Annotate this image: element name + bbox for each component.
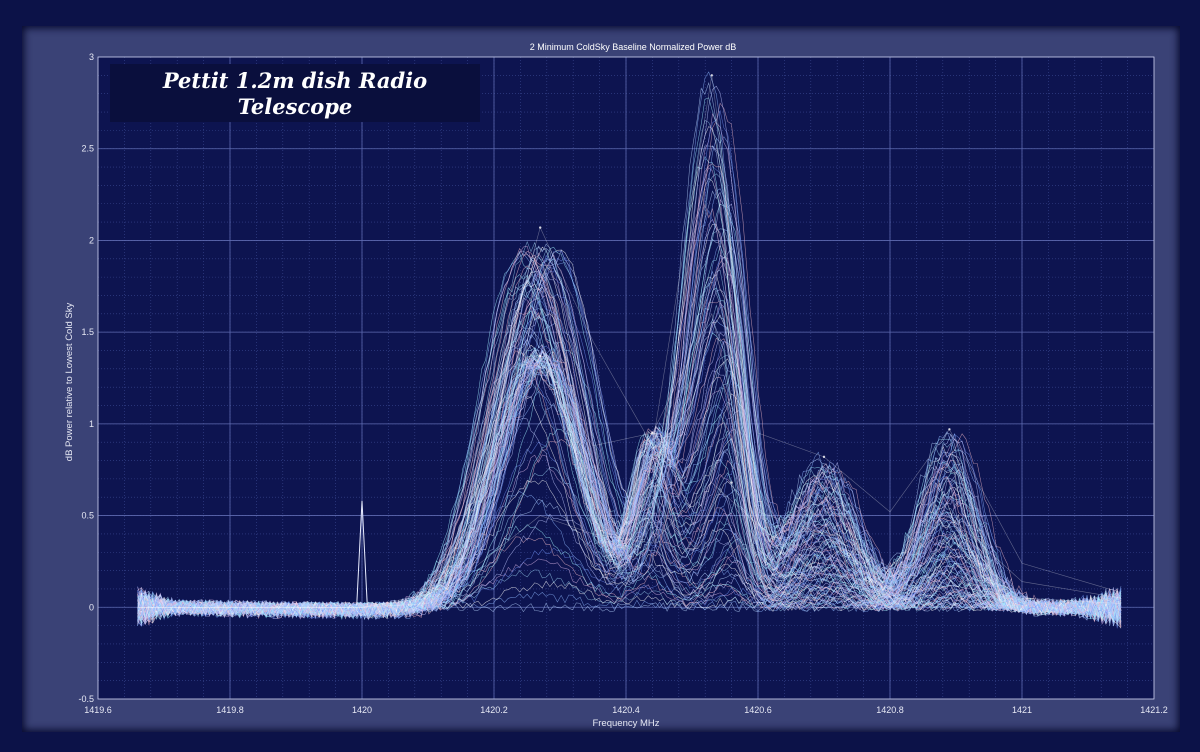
chart-title: 2 Minimum ColdSky Baseline Normalized Po… — [530, 42, 737, 52]
spectrum-trace — [137, 85, 1122, 625]
x-tick-label: 1421.2 — [1140, 705, 1168, 715]
series-line — [137, 482, 1122, 608]
x-tick-label: 1419.8 — [216, 705, 244, 715]
y-tick-label: 2.5 — [81, 144, 94, 154]
peak-point — [730, 481, 733, 484]
x-tick-label: 1420.6 — [744, 705, 772, 715]
telescope-annotation: Pettit 1.2m dish Radio Telescope — [110, 64, 480, 122]
x-tick-label: 1421 — [1012, 705, 1032, 715]
x-tick-label: 1420.2 — [480, 705, 508, 715]
series-line — [137, 75, 1122, 608]
spectrum-trace — [137, 257, 1122, 619]
rfi-spike — [356, 500, 368, 606]
peak-point — [539, 226, 542, 229]
spectrum-traces — [137, 71, 1122, 629]
spectrum-trace — [137, 81, 1122, 623]
spectrum-trace — [137, 120, 1122, 623]
y-tick-label: 1 — [89, 419, 94, 429]
y-tick-label: -0.5 — [78, 694, 94, 704]
y-tick-label: 3 — [89, 52, 94, 62]
peak-point — [539, 354, 542, 358]
y-tick-label: 0.5 — [81, 511, 94, 521]
spectrum-trace — [137, 71, 1122, 623]
x-tick-label: 1420 — [352, 705, 372, 715]
y-axis-label: dB Power relative to Lowest Cold Sky — [64, 303, 75, 462]
y-tick-label: 0 — [89, 602, 94, 612]
peak-point — [948, 428, 951, 431]
spectrum-trace — [137, 97, 1122, 623]
peak-point — [651, 431, 654, 435]
spectrum-trace — [137, 145, 1122, 624]
x-tick-label: 1420.8 — [876, 705, 904, 715]
x-tick-label: 1420.4 — [612, 705, 640, 715]
y-tick-label: 2 — [89, 235, 94, 245]
axes-box — [97, 56, 1155, 700]
x-tick-label: 1419.6 — [84, 705, 112, 715]
plot-area: 1419.6 1419.8 1420 1420.2 1420.4 1420.6 1420.8… — [78, 52, 1167, 715]
y-tick-label: 1.5 — [81, 327, 94, 337]
peak-point — [710, 74, 713, 77]
peak-point — [822, 455, 826, 459]
spectrum-trace — [137, 112, 1122, 622]
x-axis-label: Frequency MHz — [592, 718, 659, 729]
